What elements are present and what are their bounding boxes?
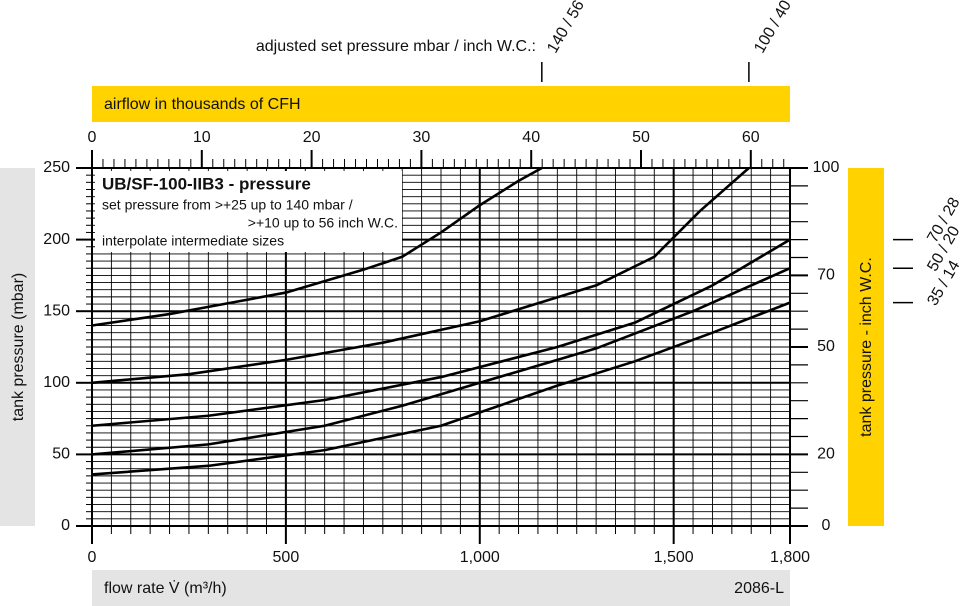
y2-tick-label: 50 bbox=[817, 338, 835, 355]
curve bbox=[91, 238, 791, 428]
y-axis-label: tank pressure (mbar) bbox=[10, 273, 27, 422]
y2-tick-label: 0 bbox=[822, 517, 831, 534]
y2-tick-label: 20 bbox=[817, 446, 835, 463]
x2-tick-label: 20 bbox=[303, 129, 321, 146]
x-axis-label: flow rate V̇ (m³/h) bbox=[104, 579, 227, 597]
curve bbox=[91, 267, 791, 456]
curve bbox=[91, 301, 791, 476]
note: set pressure from >+25 up to 140 mbar / bbox=[102, 197, 353, 213]
x2-tick-label: 40 bbox=[522, 129, 540, 146]
note: >+10 up to 56 inch W.C. bbox=[248, 215, 398, 231]
curves bbox=[91, 166, 791, 476]
curve bbox=[91, 166, 543, 327]
note: interpolate intermediate sizes bbox=[102, 233, 284, 249]
series-label: 100 / 40 bbox=[751, 0, 795, 56]
y-tick-label: 150 bbox=[43, 302, 70, 319]
bottom-band bbox=[92, 570, 790, 606]
top-band bbox=[92, 86, 790, 122]
x2-tick-label: 60 bbox=[742, 129, 760, 146]
y2-axis-label: tank pressure - inch W.C. bbox=[858, 257, 875, 437]
x-tick-label: 0 bbox=[88, 549, 97, 566]
y-tick-label: 0 bbox=[61, 517, 70, 534]
x2-axis-label: airflow in thousands of CFH bbox=[104, 96, 301, 113]
y-tick-label: 100 bbox=[43, 374, 70, 391]
chart-title: UB/SF-100-IIB3 - pressure bbox=[102, 174, 311, 193]
code: 2086-L bbox=[734, 580, 784, 597]
x-tick-label: 1,800 bbox=[770, 549, 810, 566]
y-tick-label: 200 bbox=[43, 231, 70, 248]
x-tick-label: 1,500 bbox=[654, 549, 694, 566]
y-tick-label: 50 bbox=[52, 446, 70, 463]
y2-tick-label: 100 bbox=[813, 159, 840, 176]
left-band bbox=[0, 168, 35, 526]
y-tick-label: 250 bbox=[43, 159, 70, 176]
x2-tick-label: 0 bbox=[88, 129, 97, 146]
x2-tick-label: 50 bbox=[632, 129, 650, 146]
right-band bbox=[848, 168, 884, 526]
y2-tick-label: 70 bbox=[817, 267, 835, 284]
x2-tick-label: 30 bbox=[413, 129, 431, 146]
x-tick-label: 1,000 bbox=[460, 549, 500, 566]
x-tick-label: 500 bbox=[273, 549, 300, 566]
series-label: 140 / 56 bbox=[544, 0, 588, 56]
x2-tick-label: 10 bbox=[193, 129, 211, 146]
title-box bbox=[95, 171, 402, 252]
curve bbox=[91, 167, 750, 385]
top-label: adjusted set pressure mbar / inch W.C.: bbox=[256, 38, 536, 55]
